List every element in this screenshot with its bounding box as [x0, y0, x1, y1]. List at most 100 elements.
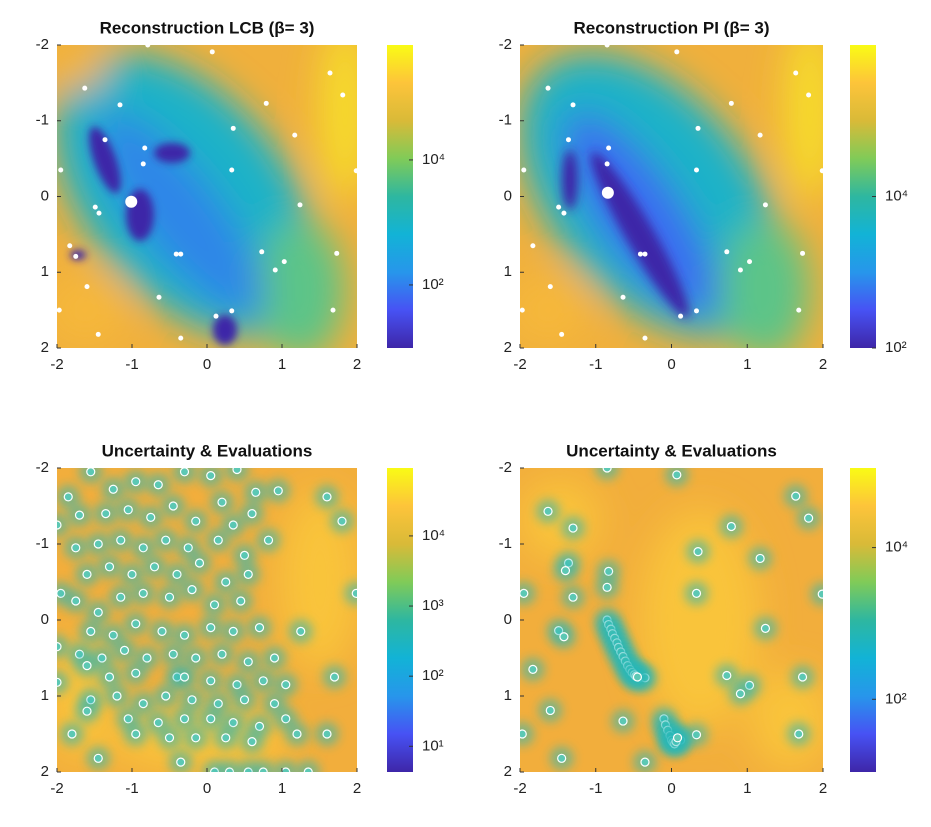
point	[543, 506, 553, 516]
point	[726, 521, 736, 532]
x-tick-label: -2	[513, 356, 526, 373]
heatmap	[57, 45, 357, 348]
x-tick-label: 2	[353, 780, 361, 797]
point	[334, 250, 340, 256]
point	[209, 600, 220, 610]
point	[762, 202, 768, 208]
point	[760, 623, 771, 633]
x-tick-label: -1	[125, 356, 138, 373]
colorbar-tick-label: 10³	[422, 597, 444, 614]
point	[254, 721, 265, 732]
point	[149, 562, 160, 572]
point	[337, 516, 347, 526]
point	[545, 705, 555, 716]
point	[206, 714, 216, 724]
point	[747, 259, 753, 265]
y-tick-label: 0	[504, 187, 512, 204]
point-halo	[217, 760, 242, 772]
marks: Reconstruction LCB (β= 3)-2 -1 0 1 2-2-10121…	[36, 18, 908, 796]
point	[243, 657, 253, 667]
point	[206, 622, 216, 633]
point	[125, 195, 138, 208]
point	[230, 125, 236, 131]
point	[724, 249, 730, 255]
point	[340, 92, 346, 98]
plot-points	[520, 45, 823, 341]
y-tick-label: 1	[41, 687, 49, 704]
colorbar-tick-label: 10⁴	[422, 527, 445, 544]
point	[173, 251, 179, 257]
y-tick-label: -2	[499, 36, 512, 53]
point	[604, 566, 614, 576]
point	[101, 508, 111, 519]
point	[797, 672, 808, 682]
x-tick-label: 0	[203, 780, 211, 797]
point	[735, 689, 746, 699]
point-halo	[810, 582, 823, 607]
point	[674, 49, 680, 55]
point-halo	[344, 581, 357, 606]
point-halo	[520, 722, 535, 746]
point	[153, 717, 163, 728]
point	[794, 729, 804, 739]
point	[232, 679, 242, 690]
point	[258, 676, 268, 686]
point	[164, 592, 175, 602]
point	[606, 145, 612, 151]
point	[57, 520, 62, 530]
point	[297, 202, 303, 208]
point-halo	[595, 468, 620, 480]
point	[187, 695, 197, 705]
point	[97, 653, 107, 663]
point	[58, 167, 64, 173]
point	[545, 85, 551, 91]
point	[556, 204, 562, 210]
point-halo	[273, 760, 298, 772]
point	[602, 468, 612, 473]
point	[138, 588, 148, 599]
point	[228, 520, 238, 530]
point	[228, 626, 238, 637]
point	[565, 137, 571, 143]
point	[57, 677, 62, 687]
y-tick-label: -1	[36, 535, 49, 552]
y-tick-label: 1	[41, 263, 49, 280]
y-tick-label: -1	[499, 535, 512, 552]
point	[521, 167, 527, 173]
point	[251, 487, 261, 497]
chart-title: Uncertainty & Evaluations	[566, 441, 777, 460]
point	[604, 45, 610, 48]
point	[602, 582, 612, 592]
y-tick-label: 1	[504, 263, 512, 280]
point	[806, 92, 812, 98]
point	[281, 259, 287, 265]
point	[561, 210, 567, 216]
y-tick-label: -2	[499, 459, 512, 476]
colorbar	[387, 45, 413, 348]
point	[176, 757, 186, 767]
point	[695, 125, 701, 131]
colorbar	[850, 45, 876, 348]
point	[172, 569, 182, 580]
point	[254, 622, 265, 633]
point	[209, 767, 220, 772]
point	[93, 607, 103, 618]
point	[217, 497, 227, 507]
point	[178, 335, 184, 341]
point	[243, 767, 253, 772]
point	[351, 588, 357, 598]
point	[213, 313, 219, 319]
y-tick-label: -2	[36, 36, 49, 53]
point	[557, 753, 567, 763]
point	[213, 535, 223, 545]
point	[73, 253, 79, 259]
point	[86, 626, 96, 637]
point	[168, 501, 178, 511]
point	[229, 167, 235, 173]
y-tick-label: 0	[41, 611, 49, 628]
y-tick-label: -1	[36, 112, 49, 129]
x-tick-label: 2	[353, 356, 361, 373]
point	[272, 267, 278, 273]
point	[232, 468, 242, 475]
